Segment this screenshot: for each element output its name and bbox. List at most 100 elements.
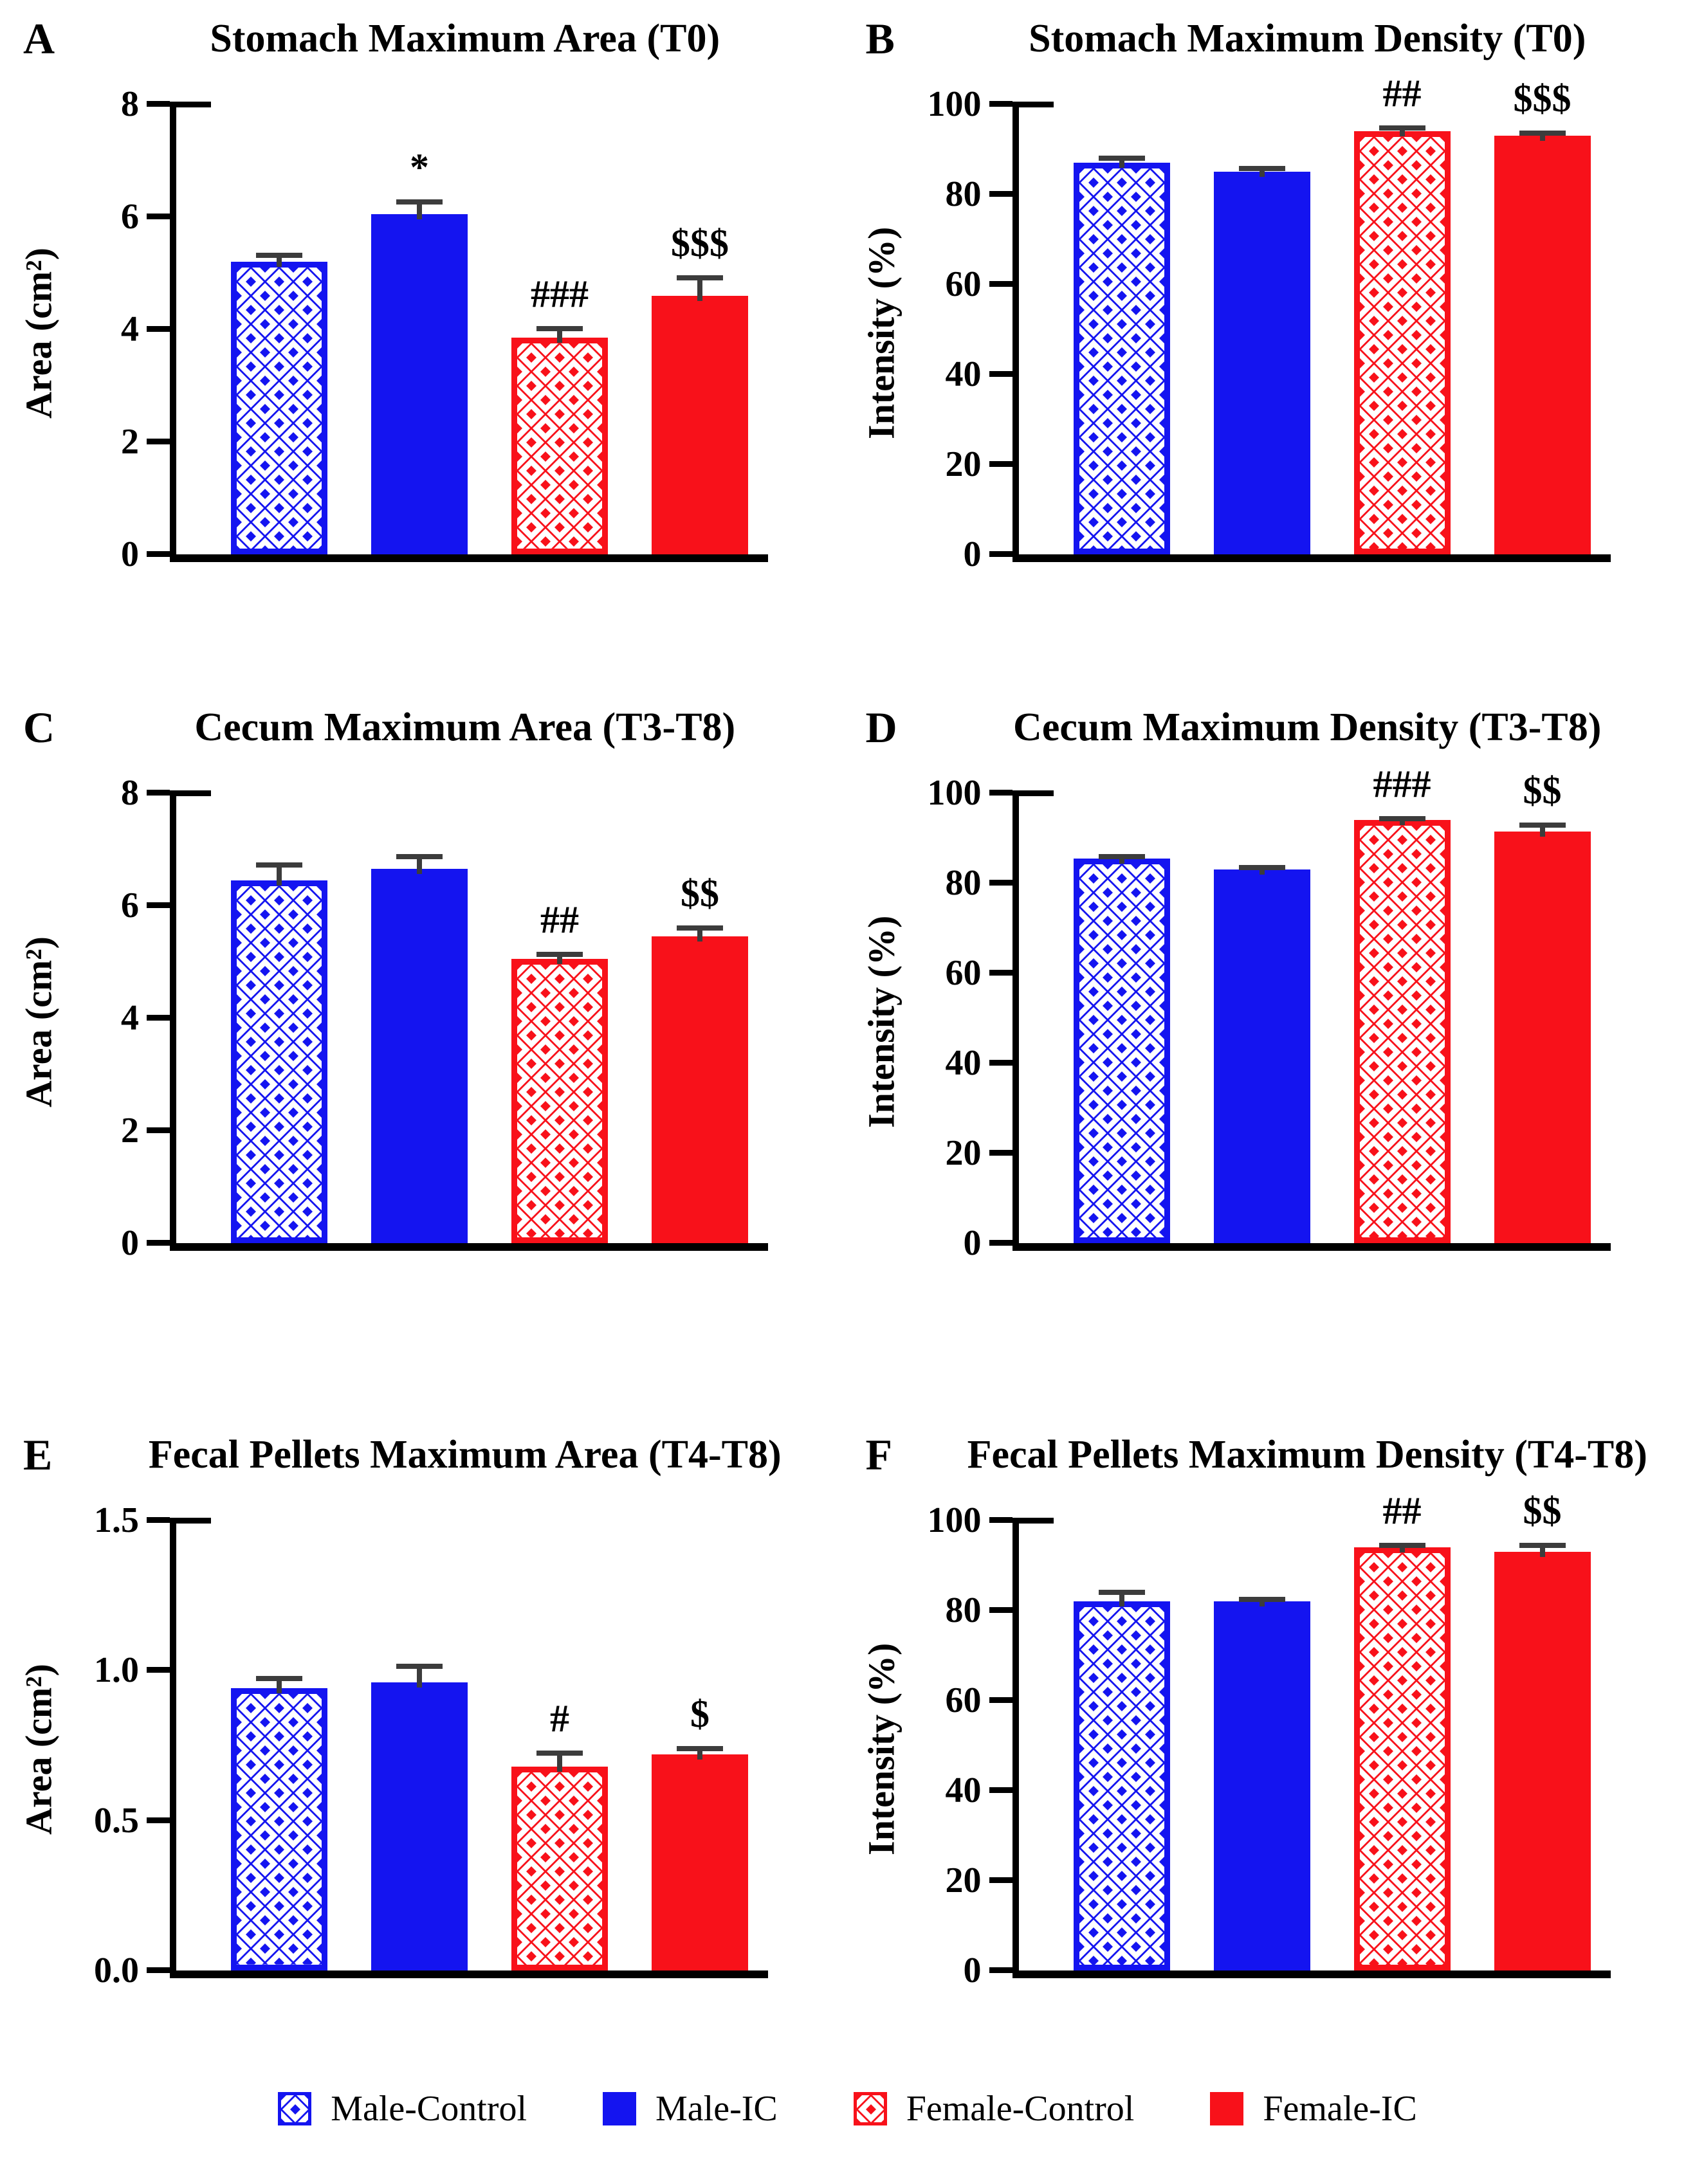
checker-pattern [517, 343, 602, 549]
bar-female-ic [1494, 831, 1591, 1243]
y-tick-label: 1.0 [94, 1650, 139, 1691]
error-bar-cap [677, 275, 723, 280]
plot-area: ## $$$ [1012, 74, 1611, 562]
y-tick-mark [989, 461, 1012, 467]
bar-male-control [1073, 1601, 1170, 1970]
bar-male-control [231, 880, 327, 1243]
y-tick-label: 80 [945, 174, 982, 214]
error-bar [697, 275, 702, 301]
significance-annotation: $$$ [671, 221, 729, 264]
y-tick-label: 80 [945, 863, 982, 903]
y-tick-mark [989, 1240, 1012, 1246]
error-bar-cap [256, 252, 302, 258]
y-tick-mark [989, 1607, 1012, 1613]
y-tick-label: 0.5 [94, 1800, 139, 1841]
y-tick-label: 100 [927, 1500, 982, 1540]
significance-annotation: $$ [681, 872, 719, 915]
error-bar-cap [396, 199, 443, 205]
checker-pattern [1079, 864, 1164, 1237]
error-bar-cap [256, 862, 302, 868]
y-axis-label: Intensity (%) [860, 226, 902, 440]
panel-b: B Stomach Maximum Density (T0) Intensity… [848, 12, 1690, 574]
y-tick-mark [989, 1517, 1012, 1523]
y-tick-label: 40 [945, 1043, 982, 1083]
y-axis-label-wrap: Area (cm²) [5, 1520, 72, 1978]
y-tick-mark [147, 1015, 170, 1021]
bar-male-ic [1213, 172, 1310, 554]
checker-pattern [1359, 826, 1445, 1237]
error-bar [417, 1664, 422, 1688]
error-bar-cap [677, 1746, 723, 1752]
figure-row-2: C Cecum Maximum Area (T3-T8) Area (cm²) 0… [5, 700, 1690, 1262]
chart-d: Intensity (%) 0 20 40 60 80 100 ### $$ [848, 765, 1690, 1262]
y-axis-label: Intensity (%) [860, 1643, 902, 1856]
checker-pattern [517, 965, 602, 1237]
error-bar-cap [1519, 1543, 1566, 1549]
plot-area: # $ [170, 1518, 768, 1978]
significance-annotation: $$$ [1513, 77, 1571, 120]
legend-item-male-control: Male-Control [278, 2091, 527, 2127]
axis-top-cap [170, 790, 211, 796]
panel-e-header: E Fecal Pellets Maximum Area (T4-T8) [5, 1428, 848, 1504]
y-tick-mark [989, 101, 1012, 107]
significance-annotation: ### [531, 272, 589, 315]
y-tick-mark [147, 326, 170, 332]
y-tick-label: 80 [945, 1590, 982, 1630]
panel-f: F Fecal Pellets Maximum Density (T4-T8) … [848, 1428, 1690, 1990]
y-tick-mark [147, 902, 170, 908]
panel-c-header: C Cecum Maximum Area (T3-T8) [5, 700, 848, 776]
y-tick-label: 0.0 [94, 1951, 139, 1990]
legend-label-male-ic: Male-IC [655, 2089, 778, 2129]
bar-male-control [1073, 858, 1170, 1243]
y-tick-label: 4 [121, 309, 139, 349]
error-bar-cap [1379, 816, 1425, 822]
bar-female-control [511, 1766, 608, 1970]
bar-male-ic [371, 214, 468, 554]
bar-female-ic [1494, 136, 1591, 554]
error-bar-cap [1098, 1589, 1145, 1595]
chart-c: Area (cm²) 0 2 4 6 8 ## $$ [5, 774, 848, 1262]
bar-male-ic [1213, 1601, 1310, 1970]
error-bar-cap [536, 325, 583, 331]
y-tick-mark [989, 1697, 1012, 1703]
y-tick-label: 6 [121, 197, 139, 237]
y-tick-mark [147, 1817, 170, 1823]
legend-item-female-ic: Female-IC [1210, 2091, 1417, 2127]
bar-female-ic [1494, 1552, 1591, 1970]
error-bar-cap [1238, 865, 1285, 871]
y-axis-label: Area (cm²) [17, 248, 60, 419]
y-tick-mark [147, 1967, 170, 1973]
error-bar-cap [396, 854, 443, 860]
significance-annotation: ## [1382, 1489, 1422, 1533]
y-tick-mark [989, 1060, 1012, 1066]
error-bar-cap [1238, 165, 1285, 171]
y-axis-label: Intensity (%) [860, 915, 902, 1129]
y-axis-label-wrap: Intensity (%) [848, 793, 915, 1251]
figure-row-1: A Stomach Maximum Area (T0) Area (cm²) 0 2… [5, 12, 1690, 574]
panel-letter-e: E [23, 1430, 53, 1479]
y-tick-mark [989, 1877, 1012, 1883]
error-bar-cap [396, 1664, 443, 1669]
y-tick-mark [147, 1517, 170, 1523]
error-bar [1539, 823, 1545, 837]
panel-letter-a: A [23, 14, 55, 63]
error-bar-cap [677, 925, 723, 931]
panel-title-c: Cecum Maximum Area (T3-T8) [194, 705, 736, 749]
axis-top-cap [1012, 102, 1054, 107]
y-tick-label: 1.5 [94, 1500, 139, 1540]
legend-swatch-female-control [853, 2092, 887, 2125]
checker-pattern [1359, 1553, 1445, 1965]
y-tick-label: 4 [121, 998, 139, 1038]
y-tick-label: 100 [927, 773, 982, 813]
checker-pattern [1079, 1607, 1164, 1965]
significance-annotation: $ [690, 1693, 710, 1736]
error-bar-cap [1238, 1597, 1285, 1603]
y-tick-label: 0 [963, 1223, 982, 1263]
error-bar [417, 855, 422, 875]
y-tick-mark [989, 880, 1012, 886]
panel-letter-b: B [865, 14, 895, 63]
legend-swatch-male-ic [603, 2092, 637, 2125]
y-tick-mark [147, 439, 170, 444]
chart-e: Area (cm²) 0.0 0.5 1.0 1.5 # $ [5, 1501, 848, 1990]
